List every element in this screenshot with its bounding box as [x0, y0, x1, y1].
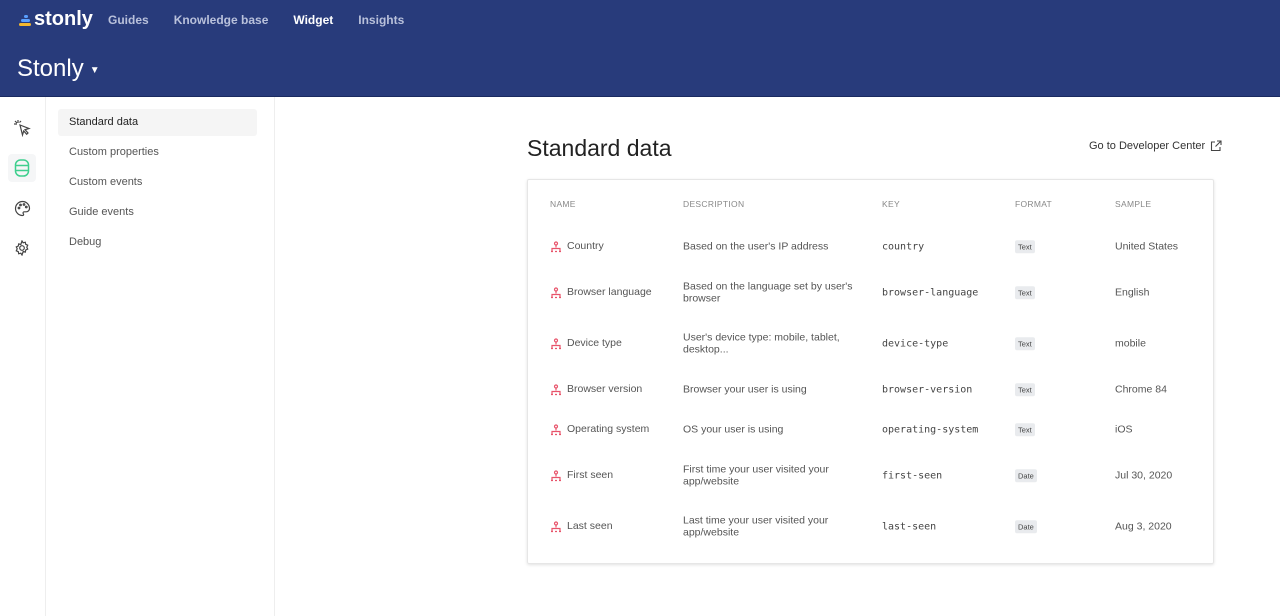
- page-title: Standard data: [527, 135, 672, 161]
- palette-icon[interactable]: [8, 194, 36, 222]
- developer-center-link[interactable]: Go to Developer Center: [1089, 140, 1222, 152]
- description-cell: OS your user is using: [683, 423, 784, 436]
- name-cell: Browser version: [550, 384, 642, 396]
- submenu: Standard data Custom properties Custom e…: [46, 97, 275, 616]
- name-cell: Operating system: [550, 424, 649, 436]
- format-badge: Text: [1015, 240, 1035, 254]
- column-header-format: FORMAT: [1015, 199, 1053, 209]
- sample-cell: Chrome 84: [1115, 383, 1167, 396]
- submenu-debug[interactable]: Debug: [69, 236, 102, 248]
- main-nav: Guides Knowledge base Widget Insights: [108, 13, 429, 27]
- user-hierarchy-icon: [551, 338, 561, 350]
- cursor-click-icon[interactable]: [8, 114, 36, 142]
- key-cell: country: [882, 241, 925, 253]
- project-selector[interactable]: Stonly ▼: [17, 55, 100, 82]
- nav-knowledge-base[interactable]: Knowledge base: [173, 13, 269, 27]
- sample-cell: iOS: [1115, 423, 1133, 436]
- user-hierarchy-icon: [551, 424, 561, 436]
- format-badge: Text: [1015, 423, 1035, 437]
- format-badge: Date: [1015, 520, 1037, 534]
- sample-cell: mobile: [1115, 337, 1146, 350]
- format-badge: Text: [1015, 383, 1035, 397]
- description-cell: First time your user visited your app/we…: [683, 463, 829, 487]
- nav-guides[interactable]: Guides: [108, 13, 149, 27]
- description-cell: User's device type: mobile, tablet, desk…: [683, 331, 840, 355]
- icon-rail: [0, 97, 46, 616]
- format-badge: Text: [1015, 286, 1035, 300]
- external-link-icon: [1211, 140, 1222, 152]
- column-header-description: DESCRIPTION: [683, 199, 745, 209]
- name-cell: Browser language: [550, 287, 652, 299]
- user-hierarchy-icon: [551, 241, 561, 253]
- key-cell: device-type: [882, 338, 949, 350]
- nav-widget[interactable]: Widget: [293, 13, 334, 27]
- top-header: stonly Guides Knowledge base Widget Insi…: [0, 0, 1280, 97]
- description-cell: Based on the user's IP address: [683, 240, 829, 253]
- user-hierarchy-icon: [551, 470, 561, 482]
- key-cell: first-seen: [882, 470, 943, 482]
- format-badge: Date: [1015, 469, 1037, 483]
- user-hierarchy-icon: [551, 384, 561, 396]
- gear-icon[interactable]: [8, 234, 36, 262]
- key-cell: last-seen: [882, 521, 937, 533]
- sample-cell: United States: [1115, 240, 1179, 253]
- column-header-name: NAME: [550, 199, 576, 209]
- sample-cell: Jul 30, 2020: [1115, 469, 1173, 482]
- caret-down-icon: ▼: [89, 64, 100, 76]
- key-cell: operating-system: [882, 424, 979, 436]
- key-cell: browser-version: [882, 384, 973, 396]
- submenu-custom-events[interactable]: Custom events: [69, 176, 143, 188]
- format-badge: Text: [1015, 337, 1035, 351]
- user-hierarchy-icon: [551, 287, 561, 299]
- description-cell: Last time your user visited your app/web…: [683, 514, 829, 538]
- stonly-logo[interactable]: stonly: [19, 8, 93, 31]
- sample-cell: English: [1115, 286, 1150, 299]
- submenu-guide-events[interactable]: Guide events: [69, 206, 134, 218]
- key-cell: browser-language: [882, 287, 979, 299]
- database-icon[interactable]: [8, 154, 36, 182]
- description-cell: Browser your user is using: [683, 383, 807, 396]
- submenu-custom-properties[interactable]: Custom properties: [69, 146, 159, 158]
- name-cell: First seen: [550, 470, 613, 482]
- user-hierarchy-icon: [551, 521, 561, 533]
- column-header-key: KEY: [882, 199, 900, 209]
- name-cell: Last seen: [550, 521, 613, 533]
- logo-icon: [19, 14, 31, 26]
- sample-cell: Aug 3, 2020: [1115, 520, 1172, 533]
- standard-data-table: NAME DESCRIPTION KEY FORMAT SAMPLE Count…: [527, 179, 1214, 564]
- name-cell: Country: [550, 241, 604, 253]
- name-cell: Device type: [550, 338, 622, 350]
- submenu-standard-data[interactable]: Standard data: [58, 109, 257, 136]
- nav-insights[interactable]: Insights: [358, 13, 405, 27]
- column-header-sample: SAMPLE: [1115, 199, 1152, 209]
- description-cell: Based on the language set by user's brow…: [683, 280, 853, 304]
